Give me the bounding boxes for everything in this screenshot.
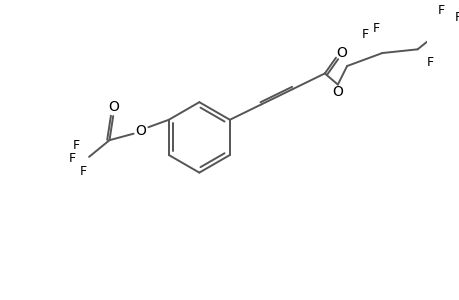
Text: O: O <box>107 100 118 114</box>
Text: F: F <box>454 11 459 24</box>
Text: O: O <box>332 85 342 99</box>
Text: F: F <box>361 28 369 41</box>
Text: F: F <box>426 56 433 69</box>
Text: F: F <box>437 4 444 17</box>
Text: F: F <box>73 139 79 152</box>
Text: F: F <box>80 165 87 178</box>
Text: O: O <box>336 46 346 60</box>
Text: F: F <box>372 22 380 34</box>
Text: O: O <box>135 124 146 138</box>
Text: F: F <box>69 152 76 165</box>
